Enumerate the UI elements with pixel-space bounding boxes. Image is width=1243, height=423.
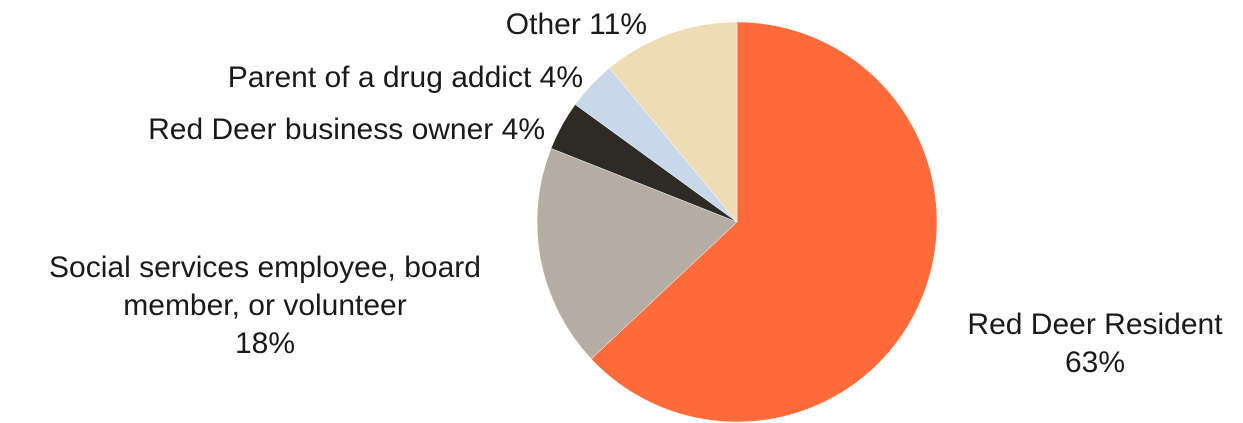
pie-slice	[590, 21, 938, 423]
category-label: Social services employee, board member, …	[49, 251, 481, 322]
value-label: 18%	[234, 327, 296, 360]
value-label: 11%	[589, 8, 647, 41]
pie-slice	[536, 148, 738, 360]
slice-label: Red Deer Resident 63%	[945, 306, 1243, 382]
value-label: 63%	[1064, 346, 1126, 379]
slice-label: Red Deer business owner 4%	[148, 111, 545, 149]
value-label: 4%	[539, 61, 583, 94]
slice-label: Other 11%	[506, 6, 647, 44]
slice-label: Parent of a drug addict 4%	[228, 59, 583, 97]
category-label: Red Deer business owner	[148, 113, 494, 146]
category-label: Parent of a drug addict	[227, 61, 532, 94]
category-label: Other	[505, 8, 581, 41]
category-label: Red Deer Resident	[967, 308, 1223, 341]
value-label: 4%	[501, 113, 545, 146]
pie-slice	[609, 21, 738, 223]
slice-label: Social services employee, board member, …	[5, 249, 525, 363]
